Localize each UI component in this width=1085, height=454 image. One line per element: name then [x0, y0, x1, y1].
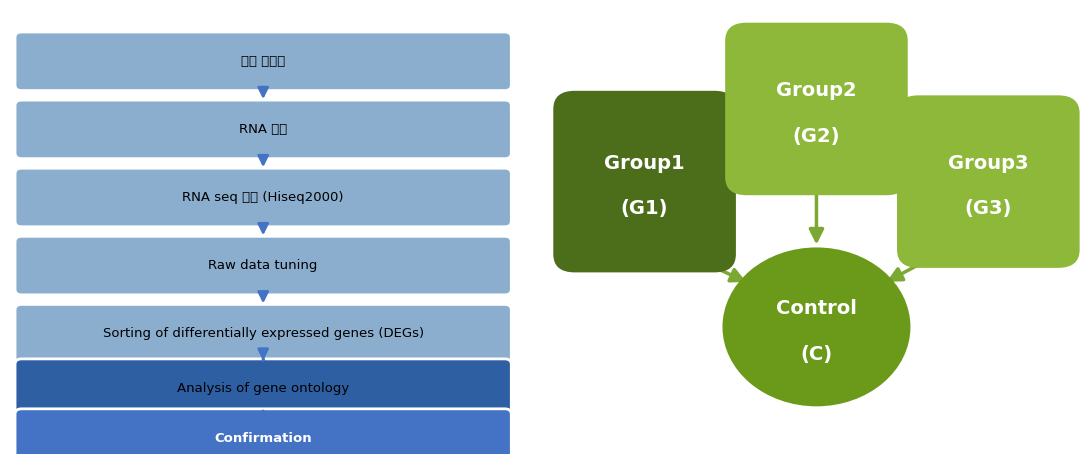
Text: Group1: Group1: [604, 154, 685, 173]
FancyBboxPatch shape: [553, 91, 736, 272]
Text: (C): (C): [801, 345, 832, 364]
Text: Confirmation: Confirmation: [215, 432, 312, 444]
Text: Control: Control: [776, 299, 857, 318]
Text: Raw data tuning: Raw data tuning: [208, 259, 318, 272]
Text: RNA seq 분석 (Hiseq2000): RNA seq 분석 (Hiseq2000): [182, 191, 344, 204]
FancyBboxPatch shape: [15, 236, 511, 295]
FancyBboxPatch shape: [15, 359, 511, 418]
FancyBboxPatch shape: [15, 32, 511, 90]
Text: Group3: Group3: [948, 154, 1029, 173]
Text: RNA 추출: RNA 추출: [239, 123, 288, 136]
FancyBboxPatch shape: [15, 409, 511, 454]
Text: (G1): (G1): [621, 199, 668, 218]
Text: Group2: Group2: [776, 81, 857, 100]
Text: Analysis of gene ontology: Analysis of gene ontology: [177, 382, 349, 395]
FancyBboxPatch shape: [15, 304, 511, 363]
FancyBboxPatch shape: [15, 168, 511, 227]
Text: 조직 샘플링: 조직 샘플링: [241, 55, 285, 68]
FancyBboxPatch shape: [897, 95, 1080, 268]
Circle shape: [723, 247, 910, 406]
Text: (G2): (G2): [793, 127, 840, 146]
FancyBboxPatch shape: [725, 23, 908, 195]
Text: (G3): (G3): [965, 199, 1012, 218]
Text: Sorting of differentially expressed genes (DEGs): Sorting of differentially expressed gene…: [103, 327, 424, 340]
FancyBboxPatch shape: [15, 100, 511, 158]
